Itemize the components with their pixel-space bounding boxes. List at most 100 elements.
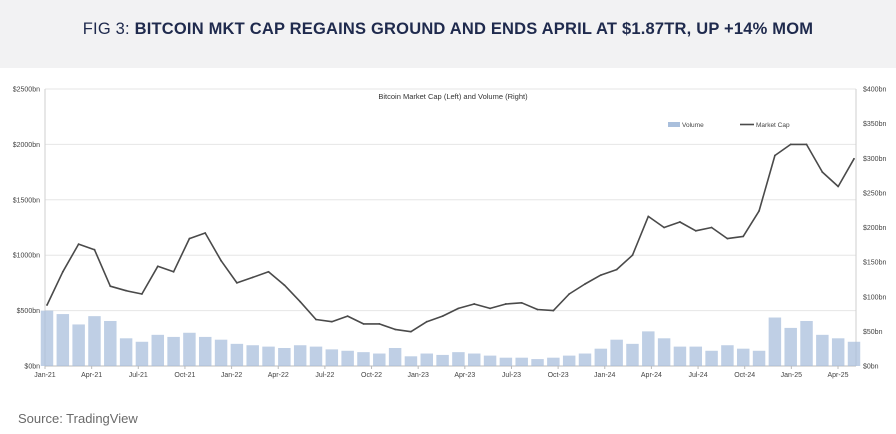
market-cap-point <box>631 254 634 257</box>
volume-bar <box>689 346 703 366</box>
volume-bar <box>831 338 845 366</box>
market-cap-point <box>315 318 317 321</box>
volume-bar <box>499 357 513 366</box>
market-cap-point <box>805 143 808 146</box>
market-cap-point <box>615 268 618 271</box>
y-right-tick-label: $300bn <box>863 156 886 163</box>
volume-bar <box>752 350 766 366</box>
figure-title: FIG 3: BITCOIN MKT CAP REGAINS GROUND AN… <box>0 20 896 39</box>
volume-bar <box>452 352 465 366</box>
market-cap-point <box>441 315 444 318</box>
y-left-tick-label: $500bn <box>17 308 40 315</box>
volume-bar <box>341 350 354 366</box>
market-cap-point <box>93 248 96 251</box>
market-cap-point <box>410 330 412 333</box>
y-left-tick-label: $0bn <box>24 364 40 371</box>
x-tick-label: Jan-22 <box>221 372 243 379</box>
volume-bar <box>784 327 797 366</box>
volume-bar <box>72 324 85 366</box>
market-cap-point <box>394 328 397 331</box>
market-cap-point <box>837 185 840 188</box>
volume-bar <box>768 317 782 366</box>
y-left-tick-label: $2500bn <box>13 87 40 94</box>
volume-bar <box>515 357 528 366</box>
source-note: Source: TradingView <box>18 411 138 426</box>
y-right-tick-label: $0bn <box>863 364 879 371</box>
market-cap-point <box>109 285 112 288</box>
y-right-tick-label: $250bn <box>863 190 886 197</box>
figure-title-main: BITCOIN MKT CAP REGAINS GROUND AND ENDS … <box>134 20 814 38</box>
volume-bar <box>847 341 861 366</box>
volume-bar <box>357 352 370 366</box>
x-tick-label: Jul-24 <box>689 372 708 379</box>
volume-bar <box>183 332 196 366</box>
volume-bar <box>721 345 734 366</box>
market-cap-point <box>710 226 713 229</box>
market-cap-point <box>520 301 523 304</box>
volume-bar <box>230 343 244 366</box>
y-right-tick-label: $200bn <box>863 225 886 232</box>
y-left-tick-label: $1500bn <box>13 197 40 204</box>
volume-bar <box>309 346 323 366</box>
volume-bar <box>388 347 402 366</box>
market-cap-point <box>156 265 159 268</box>
market-cap-point <box>599 274 602 277</box>
volume-bar <box>373 353 386 366</box>
volume-bar <box>578 353 592 366</box>
figure-header: FIG 3: BITCOIN MKT CAP REGAINS GROUND AN… <box>0 0 896 68</box>
volume-bar <box>436 354 449 366</box>
x-tick-label: Jan-24 <box>594 372 616 379</box>
x-tick-label: Jul-21 <box>129 372 148 379</box>
market-cap-point <box>584 283 586 285</box>
volume-bar <box>293 345 307 366</box>
volume-bar <box>151 334 165 366</box>
market-cap-point <box>821 171 824 173</box>
volume-bar <box>262 346 275 366</box>
market-cap-point <box>853 157 855 160</box>
volume-bar <box>40 310 54 366</box>
volume-bar <box>198 336 212 366</box>
market-cap-point <box>504 303 507 305</box>
x-tick-label: Apr-23 <box>454 372 475 379</box>
market-cap-point <box>489 307 491 310</box>
x-tick-label: Apr-22 <box>268 372 289 379</box>
volume-bar <box>246 345 259 366</box>
market-cap-point <box>204 232 207 234</box>
market-cap-point <box>773 154 776 157</box>
market-cap-point <box>568 293 571 295</box>
y-left-tick-label: $2000bn <box>13 142 40 149</box>
volume-bar <box>88 316 101 366</box>
market-cap-point <box>61 270 64 273</box>
volume-bar <box>325 349 339 366</box>
market-cap-point <box>362 322 365 325</box>
volume-bar <box>119 338 133 366</box>
x-tick-label: Jul-22 <box>315 372 334 379</box>
volume-bar <box>816 334 829 366</box>
volume-bar <box>167 336 180 366</box>
volume-bar <box>673 346 687 366</box>
market-cap-point <box>141 293 143 295</box>
volume-bar <box>626 343 639 366</box>
market-cap-point <box>125 289 128 292</box>
market-cap-point <box>235 282 238 284</box>
volume-bar <box>657 338 671 366</box>
legend-volume-swatch <box>668 122 680 127</box>
market-cap-point <box>552 309 555 312</box>
chart-background <box>0 72 896 388</box>
y-right-tick-label: $350bn <box>863 121 886 128</box>
volume-bar <box>562 355 576 366</box>
y-right-tick-label: $400bn <box>863 87 886 94</box>
x-tick-label: Apr-24 <box>641 372 662 379</box>
y-left-tick-label: $1000bn <box>13 253 40 260</box>
market-cap-point <box>251 276 254 279</box>
market-cap-point <box>346 315 349 318</box>
x-tick-label: Jan-25 <box>781 372 803 379</box>
market-cap-point <box>536 308 539 311</box>
x-tick-label: Apr-25 <box>827 372 848 379</box>
volume-bar <box>531 359 544 366</box>
x-tick-label: Oct-24 <box>734 372 755 379</box>
market-cap-point <box>172 270 175 273</box>
market-cap-point <box>473 303 476 305</box>
y-right-tick-label: $150bn <box>863 260 886 267</box>
figure-title-prefix: FIG 3: <box>82 20 135 38</box>
